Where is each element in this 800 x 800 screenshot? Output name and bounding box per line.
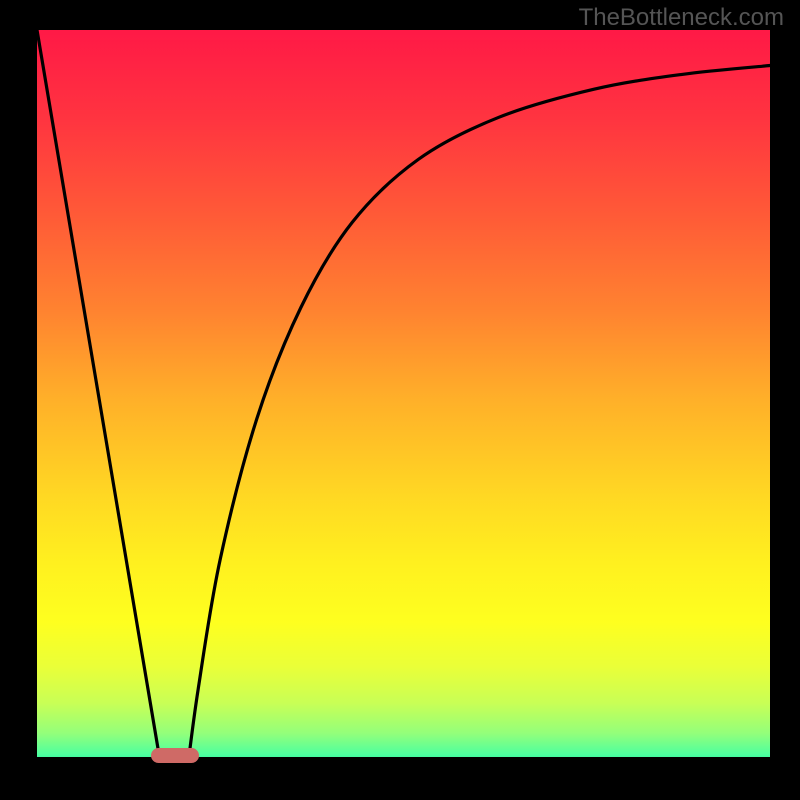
watermark-text: TheBottleneck.com [579,4,784,32]
bottom-black-band [37,757,770,770]
curves-layer [0,0,800,800]
chart-frame: TheBottleneck.com [0,0,800,800]
right-recovery-curve [187,66,770,770]
left-descent-line [37,30,162,770]
curve-vertex-marker [151,748,199,763]
